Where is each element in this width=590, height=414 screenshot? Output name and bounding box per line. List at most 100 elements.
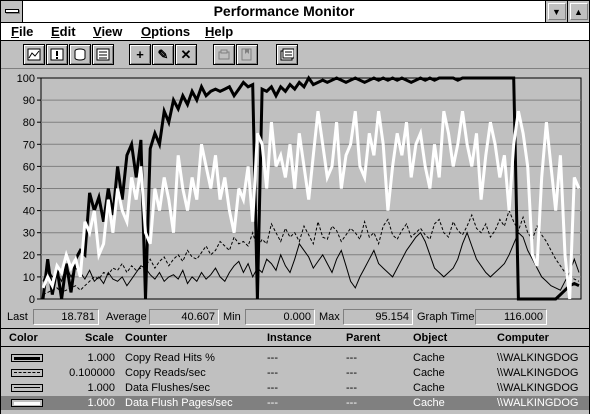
legend-scale: 1.000 [87,352,115,364]
average-label: Average [106,311,147,323]
y-tick-label: 70 [23,139,35,151]
chart-view-icon [27,48,41,61]
min-label: Min [223,311,241,323]
title-bar[interactable]: Performance Monitor ▼ ▲ [1,1,589,23]
legend-color-swatch [11,384,43,392]
log-view-button[interactable] [69,44,91,65]
legend-object: Cache [413,367,445,379]
legend-object: Cache [413,397,445,409]
bookmark-button[interactable] [236,44,258,65]
legend-parent: --- [346,367,357,379]
legend-color-swatch [11,399,43,407]
legend-header-parent: Parent [346,332,381,344]
graph-time-label: Graph Time [417,311,475,323]
legend-object: Cache [413,352,445,364]
report-view-button[interactable] [92,44,114,65]
bookmark-icon [241,48,252,61]
legend-object: Cache [413,382,445,394]
menu-options[interactable]: Options [141,24,191,39]
graph-time-value: 116.000 [475,309,547,325]
chart-view-button[interactable] [23,44,45,65]
maximize-icon: ▲ [574,6,583,17]
legend-header-color: Color [9,332,38,344]
y-tick-label: 10 [23,272,35,284]
last-label: Last [7,311,28,323]
y-tick-label: 40 [23,206,35,218]
report-view-icon [96,48,110,61]
y-tick-label: 30 [23,228,35,240]
alert-view-button[interactable] [46,44,68,65]
legend-counter: Data Flushes/sec [125,382,210,394]
legend-parent: --- [346,352,357,364]
legend-header-object: Object [413,332,448,344]
legend-counter: Data Flush Pages/sec [125,397,233,409]
series-line-1 [42,209,580,296]
toolbar: + ✎ ✕ [1,41,589,69]
y-tick-label: 100 [17,73,35,85]
legend-header-counter: Counter [125,332,168,344]
y-tick-label: 80 [23,117,35,129]
legend-computer: \\WALKINGDOG [497,352,579,364]
series-line-0 [41,75,580,301]
legend-instance: --- [267,352,278,364]
last-value: 18.781 [33,309,99,325]
legend-counter: Copy Read Hits % [125,352,215,364]
delete-counter-button[interactable]: ✕ [175,44,197,65]
max-value: 95.154 [343,309,413,325]
legend-computer: \\WALKINGDOG [497,382,579,394]
options-icon [280,48,294,61]
menu-file[interactable]: File [11,24,34,39]
series-line-3 [41,110,581,300]
legend-computer: \\WALKINGDOG [497,367,579,379]
y-tick-label: 60 [23,161,35,173]
menu-view[interactable]: View [93,24,123,39]
add-counter-button[interactable]: + [129,44,151,65]
legend-row[interactable]: 1.000 Copy Read Hits % --- --- Cache \\WALKIN… [1,351,589,365]
edit-counter-button[interactable]: ✎ [152,44,174,65]
legend-instance: --- [267,397,278,409]
series-line-2 [42,231,580,291]
legend-header-computer: Computer [497,332,549,344]
average-value: 40.607 [149,309,219,325]
edit-counter-icon: ✎ [157,46,169,62]
legend-scale: 1.000 [87,397,115,409]
y-tick-label: 90 [23,95,35,107]
options-button[interactable] [276,44,298,65]
minimize-icon: ▼ [552,6,561,17]
menu-help[interactable]: Help [205,24,234,39]
value-bar: Last 18.781 Average 40.607 Min 0.000 Max… [1,308,589,326]
legend-row[interactable]: 1.000 Data Flushes/sec --- --- Cache \\WALKIN… [1,381,589,395]
legend-panel: Color Scale Counter Instance Parent Obje… [1,328,589,414]
y-tick-label: 50 [23,184,35,196]
legend-row[interactable]: 1.000 Data Flush Pages/sec --- --- Cache \\WA… [1,396,589,410]
performance-chart: 0 10 20 30 40 50 60 70 80 90 100 [17,73,582,306]
y-tick-label: 0 [29,294,35,306]
min-value: 0.000 [245,309,315,325]
y-tick-label: 20 [23,250,35,262]
legend-color-swatch [11,354,43,362]
update-now-button[interactable] [213,44,235,65]
legend-scale: 0.100000 [69,367,115,379]
legend-header-instance: Instance [267,332,312,344]
minimize-button[interactable]: ▼ [545,1,567,22]
system-menu-button[interactable] [1,1,23,22]
window-title: Performance Monitor [213,3,355,19]
menu-edit[interactable]: Edit [51,24,76,39]
legend-computer: \\WALKINGDOG [497,397,579,409]
legend-counter: Copy Reads/sec [125,367,206,379]
legend-instance: --- [267,367,278,379]
update-now-icon [218,49,230,60]
legend-color-swatch [11,369,43,377]
max-label: Max [319,311,340,323]
delete-counter-icon: ✕ [180,46,192,62]
legend-parent: --- [346,382,357,394]
legend-instance: --- [267,382,278,394]
legend-parent: --- [346,397,357,409]
menu-bar: File Edit View Options Help [1,23,589,41]
legend-row[interactable]: 0.100000 Copy Reads/sec --- --- Cache \\WALKI… [1,366,589,380]
log-view-icon [74,48,86,61]
maximize-button[interactable]: ▲ [567,1,589,22]
legend-header-scale: Scale [85,332,114,344]
alert-view-icon [50,48,64,61]
